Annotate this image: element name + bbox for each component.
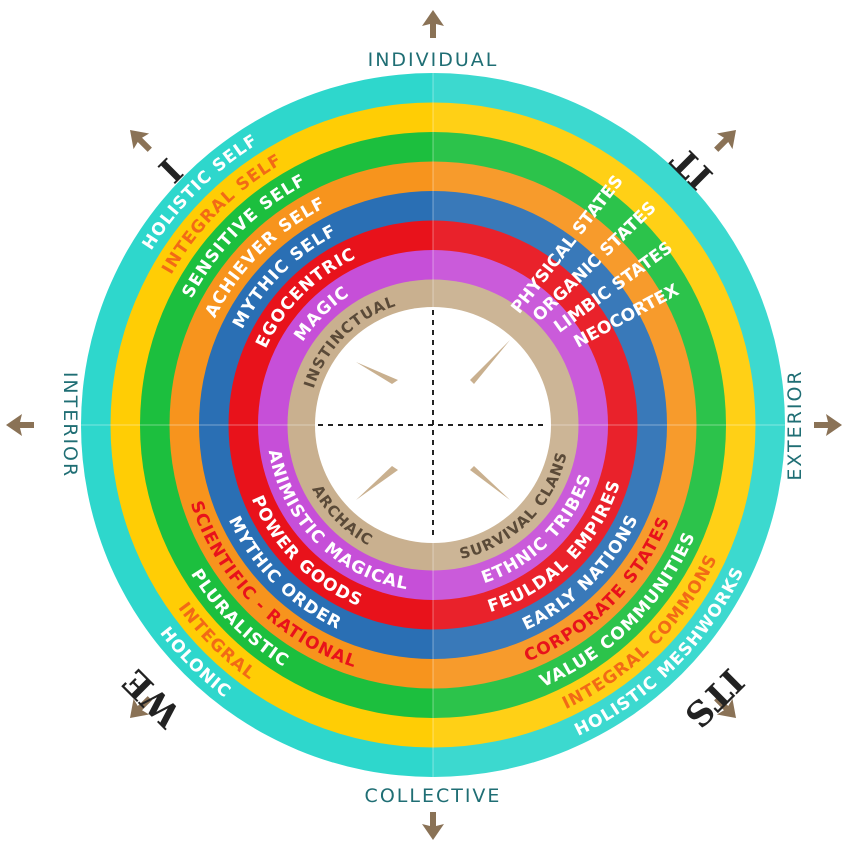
arrow-ul-icon [130,130,152,152]
arrow-down-icon [422,812,444,840]
arrow-left-icon [6,414,34,436]
inner-spike-lr [470,466,510,500]
axis-label-left: INTERIOR [59,372,81,478]
arrow-lr-icon [714,696,736,718]
inner-spike-ur [470,340,510,384]
arrow-right-icon [814,414,842,436]
quadrant-label-ul: I [150,150,190,190]
axis-label-top: INDIVIDUAL [368,49,499,71]
right-half-highlight [433,73,785,777]
arrow-ur-icon [714,130,736,152]
inner-spike-ul [356,362,398,384]
arrow-ll-icon [130,696,152,718]
axis-label-right: EXTERIOR [784,369,806,480]
axis-label-bottom: COLLECTIVE [365,785,502,807]
quadrant-label-ll: WE [115,661,189,735]
quadrant-label-lr: ITS [676,660,751,735]
center-hub [315,307,551,543]
inner-spike-ll [356,466,398,500]
arrow-up-icon [422,10,444,38]
